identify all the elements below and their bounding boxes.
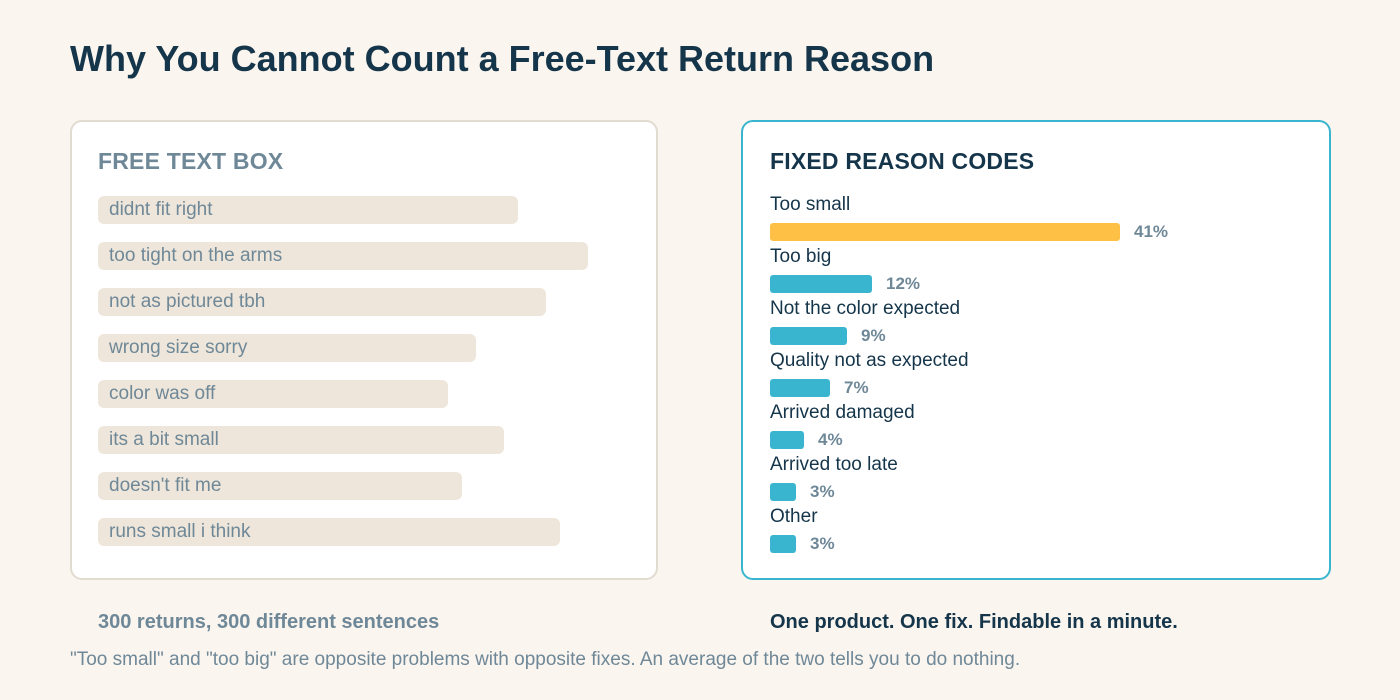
reason-code-value: 41%: [1134, 222, 1169, 241]
reason-code-value: 7%: [844, 378, 869, 397]
free-text-caption: 300 returns, 300 different sentences: [98, 611, 440, 633]
reason-code-label: Too small: [770, 194, 851, 215]
reason-code-label: Arrived too late: [770, 454, 898, 475]
reason-code-chart: Too small 41% Too big 12% Not the color expe…: [770, 194, 1310, 558]
reason-code-value: 9%: [861, 326, 886, 345]
reason-code-row: Too big 12%: [770, 246, 1310, 298]
footnote: "Too small" and "too big" are opposite p…: [70, 649, 1021, 670]
reason-code-label: Too big: [770, 246, 832, 267]
reason-code-row: Not the color expected 9%: [770, 298, 1310, 350]
reason-code-value: 3%: [810, 534, 835, 553]
reason-code-bar: [770, 275, 872, 293]
fixed-codes-heading: FIXED REASON CODES: [770, 148, 1035, 174]
free-text-entry: its a bit small: [98, 426, 504, 454]
reason-code-value: 4%: [818, 430, 843, 449]
free-text-card: FREE TEXT BOX didnt fit right too tight …: [70, 120, 658, 580]
free-text-heading: FREE TEXT BOX: [98, 148, 284, 174]
free-text-entry: wrong size sorry: [98, 334, 476, 362]
reason-code-row: Arrived damaged 4%: [770, 402, 1310, 454]
page-title: Why You Cannot Count a Free-Text Return …: [70, 38, 935, 79]
reason-code-bar: [770, 483, 796, 501]
free-text-entry: didnt fit right: [98, 196, 518, 224]
free-text-entries: didnt fit right too tight on the arms no…: [98, 196, 588, 564]
reason-code-row: Arrived too late 3%: [770, 454, 1310, 506]
reason-code-label: Quality not as expected: [770, 350, 969, 371]
fixed-codes-caption: One product. One fix. Findable in a minu…: [770, 611, 1178, 633]
reason-code-label: Not the color expected: [770, 298, 961, 319]
reason-code-row: Too small 41%: [770, 194, 1310, 246]
reason-code-value: 12%: [886, 274, 921, 293]
free-text-entry: doesn't fit me: [98, 472, 462, 500]
fixed-codes-card: FIXED REASON CODES Too small 41% Too big 12…: [741, 120, 1331, 580]
reason-code-row: Other 3%: [770, 506, 1310, 558]
reason-code-bar: [770, 223, 1120, 241]
reason-code-row: Quality not as expected 7%: [770, 350, 1310, 402]
free-text-entry: runs small i think: [98, 518, 560, 546]
reason-code-bar: [770, 327, 847, 345]
reason-code-value: 3%: [810, 482, 835, 501]
reason-code-label: Other: [770, 506, 818, 527]
reason-code-bar: [770, 535, 796, 553]
reason-code-bar: [770, 379, 830, 397]
free-text-entry: not as pictured tbh: [98, 288, 546, 316]
free-text-entry: too tight on the arms: [98, 242, 588, 270]
reason-code-bar: [770, 431, 804, 449]
reason-code-label: Arrived damaged: [770, 402, 915, 423]
free-text-entry: color was off: [98, 380, 448, 408]
